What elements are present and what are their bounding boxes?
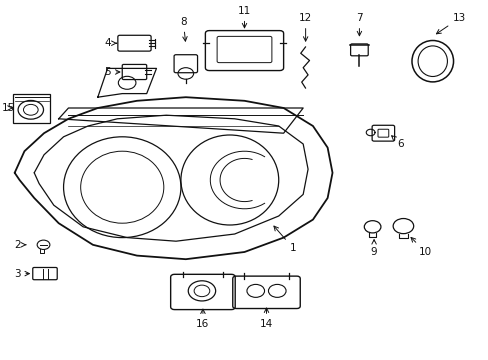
Text: 4: 4 — [104, 38, 116, 48]
Text: 5: 5 — [104, 67, 120, 77]
Text: 10: 10 — [410, 238, 431, 257]
Text: 7: 7 — [355, 13, 362, 36]
Text: 12: 12 — [298, 13, 312, 41]
Text: 14: 14 — [259, 308, 273, 329]
Text: 8: 8 — [180, 17, 187, 41]
Text: 3: 3 — [14, 269, 29, 279]
Text: 2: 2 — [14, 240, 26, 250]
Text: 16: 16 — [196, 309, 209, 329]
Text: 15: 15 — [2, 103, 16, 113]
Text: 1: 1 — [273, 226, 296, 253]
Text: 11: 11 — [237, 6, 251, 28]
Text: 13: 13 — [436, 13, 466, 34]
Text: 9: 9 — [370, 240, 377, 257]
Text: 6: 6 — [391, 136, 404, 149]
